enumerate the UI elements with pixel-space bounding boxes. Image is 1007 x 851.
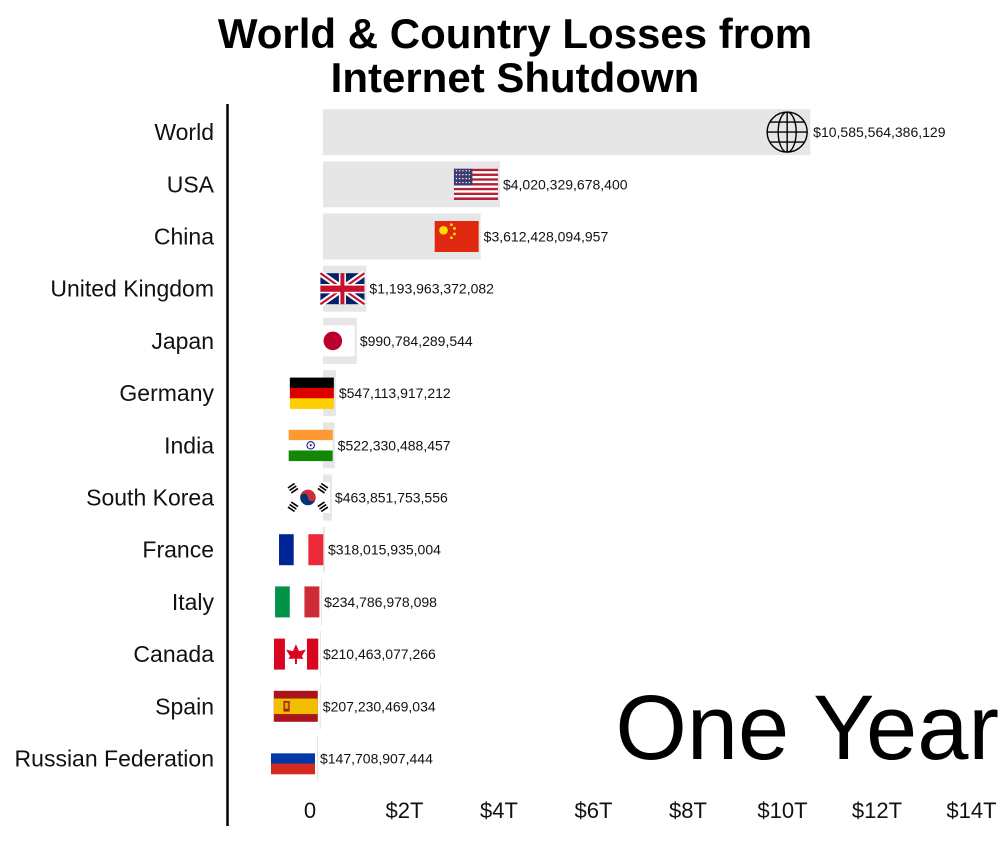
us-flag-icon <box>453 168 498 200</box>
x-tick-label: $2T <box>386 798 424 823</box>
chart-title: World & Country Losses from Internet Shu… <box>160 12 870 100</box>
value-label: $990,784,289,544 <box>360 333 473 349</box>
category-label: Germany <box>119 380 214 406</box>
canada-flag-icon <box>273 638 319 670</box>
france-flag-icon <box>279 534 324 566</box>
x-tick-label: $8T <box>669 798 707 823</box>
russia-flag-icon <box>270 743 315 775</box>
x-tick-label: $4T <box>480 798 518 823</box>
value-label: $1,193,963,372,082 <box>369 281 494 297</box>
value-label: $318,015,935,004 <box>328 542 441 558</box>
value-label: $547,113,917,212 <box>339 385 451 401</box>
category-label: Spain <box>155 693 214 719</box>
x-tick-label: $6T <box>575 798 613 823</box>
period-label: One Year <box>615 677 999 779</box>
bar-world <box>323 109 811 156</box>
bar-russian-federation <box>316 735 318 782</box>
category-label: USA <box>167 171 215 197</box>
chart-title-line-1: World & Country Losses from <box>217 10 813 57</box>
bar-france <box>323 526 326 573</box>
category-label: India <box>164 432 214 458</box>
italy-flag-icon <box>275 586 320 618</box>
value-label: $463,851,753,556 <box>335 490 448 506</box>
category-label: World <box>154 119 214 145</box>
japan-flag-icon <box>310 325 355 357</box>
x-tick-label: $12T <box>852 798 902 823</box>
india-flag-icon <box>288 429 333 462</box>
value-label: $3,612,428,094,957 <box>484 229 609 245</box>
value-label: $234,786,978,098 <box>324 594 437 610</box>
bar-canada <box>319 631 321 678</box>
category-label: Russian Federation <box>15 746 214 772</box>
category-label: China <box>154 224 214 250</box>
x-tick-label: $14T <box>946 798 996 823</box>
value-label: $210,463,077,266 <box>323 646 436 662</box>
germany-flag-icon <box>289 377 334 409</box>
south-korea-flag-icon <box>285 482 330 513</box>
value-label: $147,708,907,444 <box>320 751 433 767</box>
category-label: Italy <box>172 589 215 615</box>
category-label: South Korea <box>86 485 214 511</box>
globe-icon <box>766 111 808 153</box>
china-flag-icon <box>434 221 479 252</box>
value-label: $10,585,564,386,129 <box>813 124 946 140</box>
bar-italy <box>321 578 323 625</box>
category-label: Japan <box>151 328 214 354</box>
value-label: $207,230,469,034 <box>323 698 436 714</box>
spain-flag-icon <box>273 690 318 722</box>
category-label: France <box>142 537 214 563</box>
category-label: United Kingdom <box>50 276 214 302</box>
uk-flag-icon <box>318 270 367 307</box>
value-label: $522,330,488,457 <box>338 437 451 453</box>
value-label: $4,020,329,678,400 <box>503 176 628 192</box>
chart-title-line-2: Internet Shutdown <box>330 54 700 101</box>
x-tick-label: $10T <box>757 798 807 823</box>
category-label: Canada <box>133 641 214 667</box>
x-tick-label: 0 <box>304 798 316 823</box>
bar-spain <box>319 683 321 730</box>
